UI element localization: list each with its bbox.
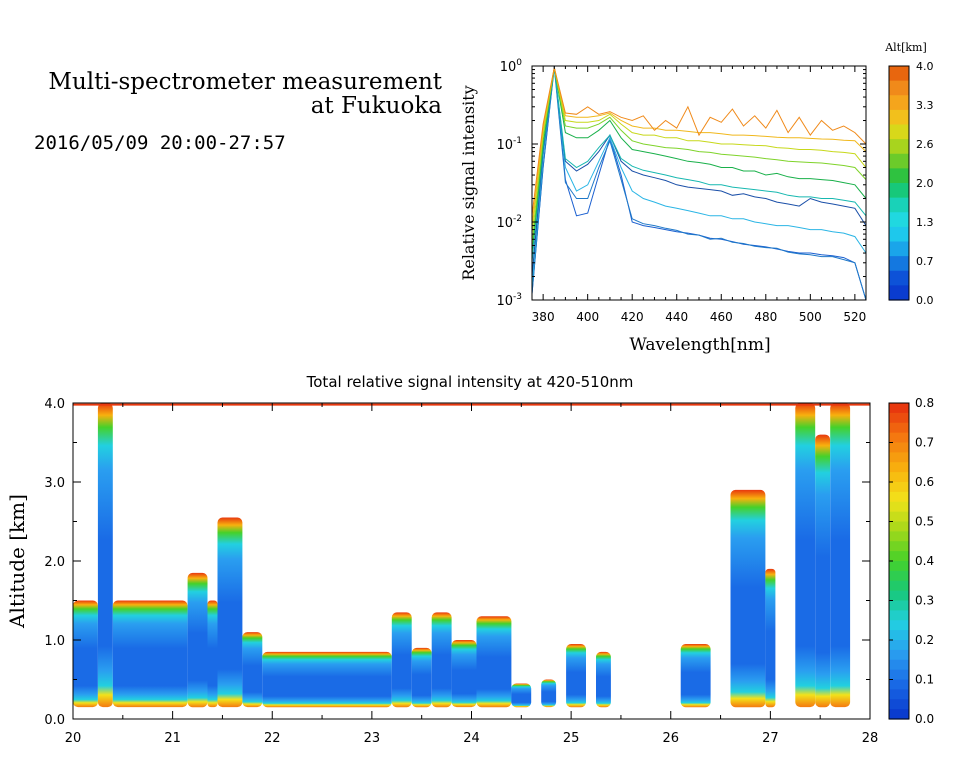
x-tick-label: 500 [799,310,822,324]
colorbar-frame [888,65,910,301]
y-tick-label: 10-1 [496,136,522,153]
spectrum-series-4 [531,67,867,263]
colorbar-swatch [889,226,909,243]
colorbar-tick-label: 0.7 [916,255,934,268]
colorbar-swatch [889,109,909,126]
spectrum-series-6 [531,67,867,246]
spectrum-x-ticks: 380 400 420 440 460 480 500 520 [531,66,867,324]
spectrum-x-axis-label: Wavelength[nm] [629,335,770,355]
spectrum-series-7 [531,67,867,235]
colorbar-swatch [889,168,909,184]
spectrum-series-0 [531,65,867,301]
y-tick-label: 10-3 [496,292,522,309]
spectrum-series-5 [531,67,867,254]
spectrum-plot-frame [531,65,867,301]
spectrum-y-ticks: 10-3 10-2 10-1 100 [496,58,866,309]
colorbar-swatch [889,80,909,96]
colorbar-swatch [889,183,909,199]
spectrum-series-9 [531,67,867,216]
colorbar-swatch [889,95,909,111]
colorbar-tick-label: 0.0 [916,294,934,307]
altitude-colorbar: 4.0 3.3 2.6 2.0 1.3 0.7 0.0 [888,60,934,307]
colorbar-swatch [889,153,909,169]
y-tick-label: 100 [500,58,523,75]
x-tick-label: 420 [621,310,644,324]
spectrum-series-group [531,65,867,301]
colorbar-swatch [889,212,909,228]
x-tick-label: 400 [576,310,599,324]
datetime-label: 2016/05/09 20:00-27:57 [34,132,286,154]
title-line-1: Multi-spectrometer measurement [48,69,442,95]
colorbar-tick-label: 1.3 [916,216,934,229]
colorbar-tick-label: 3.3 [916,99,934,112]
x-tick-label: 380 [532,310,555,324]
colorbar-swatch [889,197,909,213]
spectrum-series-2 [531,67,867,287]
colorbar-swatch [889,66,909,82]
colorbar-tick-label: 4.0 [916,60,934,73]
colorbar-tick-label: 2.0 [916,177,934,190]
colorbar-swatch [889,285,909,301]
spectrum-series-1 [531,67,867,301]
x-tick-label: 520 [843,310,866,324]
colorbar-tick-label: 2.6 [916,138,934,151]
colorbar-swatch [889,256,909,272]
colorbar-title: Alt[km] [884,41,927,54]
spectrum-y-axis-label: Relative signal intensity [459,85,478,280]
colorbar-swatch [889,124,909,140]
title-block: Multi-spectrometer measurement at Fukuok… [10,70,442,154]
x-tick-label: 440 [665,310,688,324]
spectrum-series-3 [531,67,867,277]
title-line-2: at Fukuoka [310,93,442,119]
spectrum-series-8 [531,67,867,226]
x-tick-label: 480 [754,310,777,324]
x-tick-label: 460 [710,310,733,324]
colorbar-swatch [889,270,909,286]
y-tick-label: 10-2 [496,214,522,231]
colorbar-swatch [889,241,909,257]
colorbar-swatch [889,139,909,155]
